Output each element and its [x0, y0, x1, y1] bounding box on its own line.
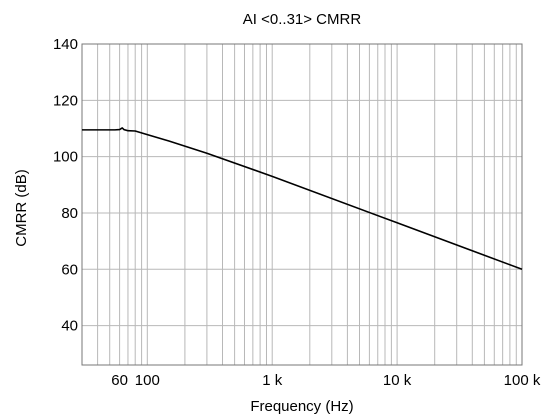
y-tick-label: 140	[53, 36, 78, 53]
grid-lines	[82, 44, 522, 365]
y-tick-label: 80	[61, 205, 78, 222]
x-tick-label: 100	[135, 372, 160, 389]
y-tick-label: 40	[61, 318, 78, 335]
x-tick-label: 10 k	[383, 372, 412, 389]
x-tick-label: 60	[111, 372, 128, 389]
y-tick-label: 100	[53, 149, 78, 166]
y-axis-ticks: 40 60 80 100 120 140	[53, 36, 78, 335]
x-axis-ticks: 60 100 1 k 10 k 100 k	[111, 372, 541, 389]
plot-area	[81, 43, 523, 366]
x-tick-label: 100 k	[504, 372, 541, 389]
cmrr-series-line	[82, 127, 523, 271]
y-tick-label: 120	[53, 92, 78, 109]
x-axis-label: Frequency (Hz)	[250, 398, 353, 415]
y-axis-label: CMRR (dB)	[13, 169, 30, 247]
y-tick-label: 60	[61, 261, 78, 278]
x-tick-label: 1 k	[262, 372, 283, 389]
chart-title: AI <0..31> CMRR	[243, 11, 362, 28]
series-layer	[82, 127, 523, 271]
